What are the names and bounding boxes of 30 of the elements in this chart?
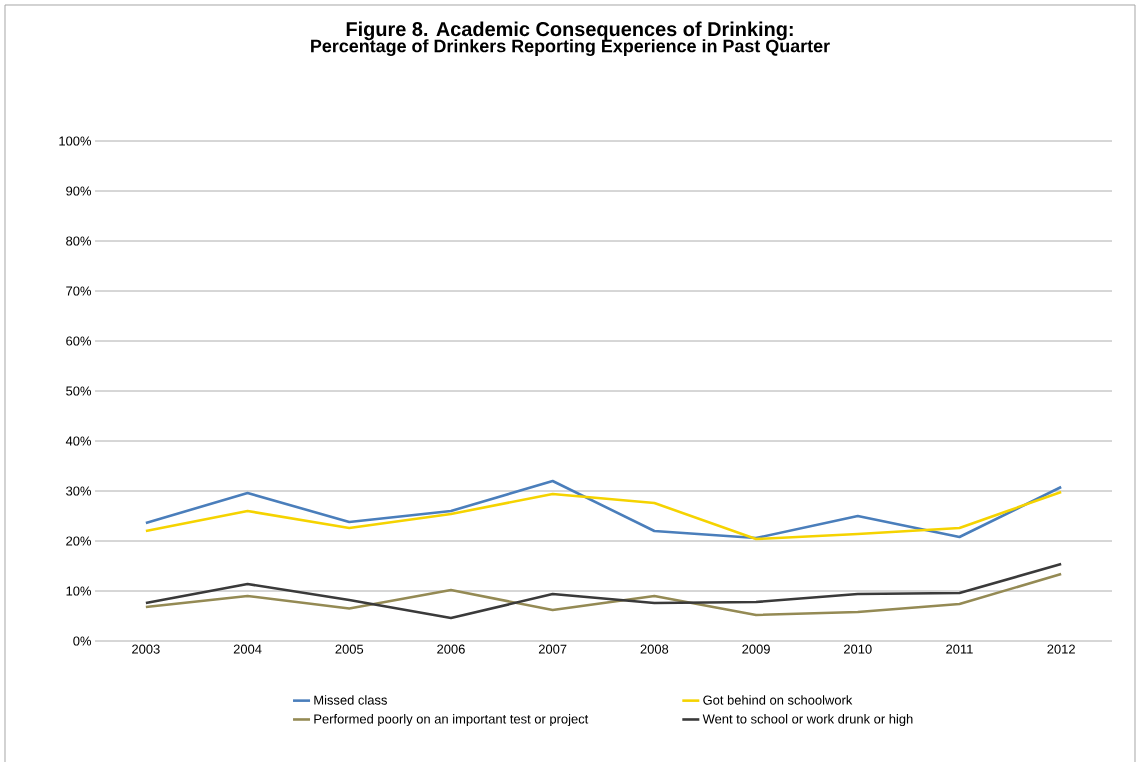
legend-label: Went to school or work drunk or high [702, 714, 913, 727]
line-series [144, 490, 1063, 541]
line-series [144, 479, 1063, 540]
y-tick-label: 60% [66, 336, 92, 346]
y-tick-label: 30% [66, 486, 92, 496]
legend-label: Missed class [314, 695, 387, 705]
y-tick-label: 90% [66, 186, 92, 196]
line-series [144, 562, 1063, 620]
x-tick-label: 2006 [437, 644, 465, 654]
x-tick-label: 2008 [640, 644, 669, 654]
y-tick-label: 70% [66, 286, 92, 296]
x-tick-label: 2012 [1047, 644, 1075, 654]
y-tick-label: 20% [66, 536, 92, 546]
chart-subtitle: Percentage of Drinkers Reporting Experience in Past Quarter [311, 39, 830, 56]
legend-label: Got behind on schoolwork [703, 695, 853, 705]
x-tick-label: 2007 [538, 644, 567, 654]
x-tick-label: 2004 [233, 644, 262, 654]
y-tick-label: 40% [65, 436, 92, 446]
x-tick-label: 2009 [742, 644, 770, 654]
y-tick-label: 0% [73, 636, 92, 646]
x-tick-label: 2005 [335, 644, 364, 654]
legend-label: Performed poorly on an important test or project [314, 714, 589, 727]
y-tick-label: 50% [66, 386, 92, 396]
y-tick-label: 100% [59, 136, 92, 146]
x-tick-label: 2003 [132, 644, 160, 654]
x-tick-label: 2011 [946, 644, 973, 654]
y-tick-label: 80% [66, 236, 92, 246]
y-tick-label: 10% [66, 586, 92, 596]
line-series [144, 572, 1063, 617]
x-tick-label: 2010 [844, 644, 872, 654]
